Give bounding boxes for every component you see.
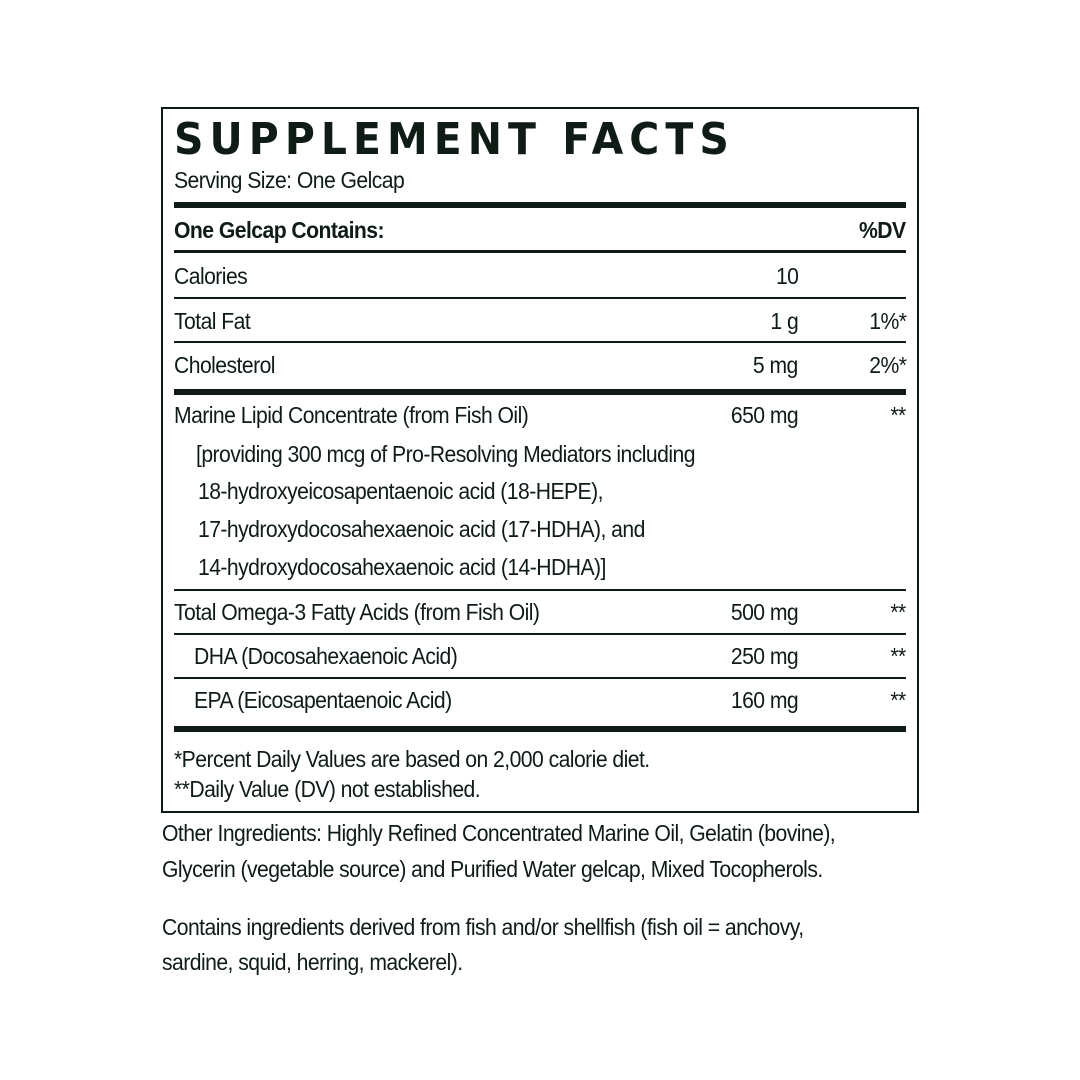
marine-detail-line: 18-hydroxyeicosapentaenoic acid (18-HEPE… [198, 478, 604, 504]
row-name: Calories [174, 263, 248, 289]
row-dv: 2%* [868, 352, 907, 378]
row-name: DHA (Docosahexaenoic Acid) [194, 643, 458, 669]
allergen-statement: sardine, squid, herring, mackerel). [162, 949, 463, 975]
marine-detail-line: 17-hydroxydocosahexaenoic acid (17-HDHA)… [198, 516, 645, 542]
row-name: Cholesterol [174, 352, 276, 378]
row-amount: 650 mg [730, 402, 799, 428]
row-amount: 250 mg [730, 643, 799, 669]
header-dv: %DV [859, 217, 906, 243]
row-amount: 500 mg [730, 599, 799, 625]
header-contains: One Gelcap Contains: [174, 217, 385, 243]
row-name: Total Omega-3 Fatty Acids (from Fish Oil… [174, 599, 540, 625]
footnote: **Daily Value (DV) not established. [174, 776, 481, 802]
divider [174, 250, 906, 253]
divider [174, 633, 906, 635]
thick-divider [174, 726, 906, 732]
marine-detail-line: 14-hydroxydocosahexaenoic acid (14-HDHA)… [198, 554, 606, 580]
row-dv: ** [890, 402, 907, 428]
row-amount: 10 [775, 263, 799, 289]
divider [174, 589, 906, 591]
row-dv: ** [890, 687, 907, 713]
divider [174, 677, 906, 679]
row-dv: ** [890, 599, 907, 625]
row-amount: 5 mg [753, 352, 798, 378]
footnote: *Percent Daily Values are based on 2,000… [174, 746, 650, 772]
thick-divider [174, 202, 906, 208]
allergen-statement: Contains ingredients derived from fish a… [162, 914, 804, 940]
serving-size: Serving Size: One Gelcap [174, 167, 405, 193]
row-amount: 1 g [770, 308, 798, 334]
supplement-facts-panel [161, 107, 919, 813]
divider [174, 297, 906, 299]
divider [174, 341, 906, 343]
row-dv: 1%* [868, 308, 907, 334]
row-amount: 160 mg [730, 687, 799, 713]
marine-detail-line: [providing 300 mcg of Pro-Resolving Medi… [196, 441, 695, 467]
other-ingredients: Glycerin (vegetable source) and Purified… [162, 856, 823, 882]
row-name: Marine Lipid Concentrate (from Fish Oil) [174, 402, 529, 428]
row-dv: ** [890, 643, 907, 669]
row-name: EPA (Eicosapentaenoic Acid) [194, 687, 452, 713]
thick-divider [174, 389, 906, 395]
panel-title: SUPPLEMENT FACTS [174, 114, 735, 165]
row-name: Total Fat [174, 308, 251, 334]
other-ingredients: Other Ingredients: Highly Refined Concen… [162, 820, 836, 846]
